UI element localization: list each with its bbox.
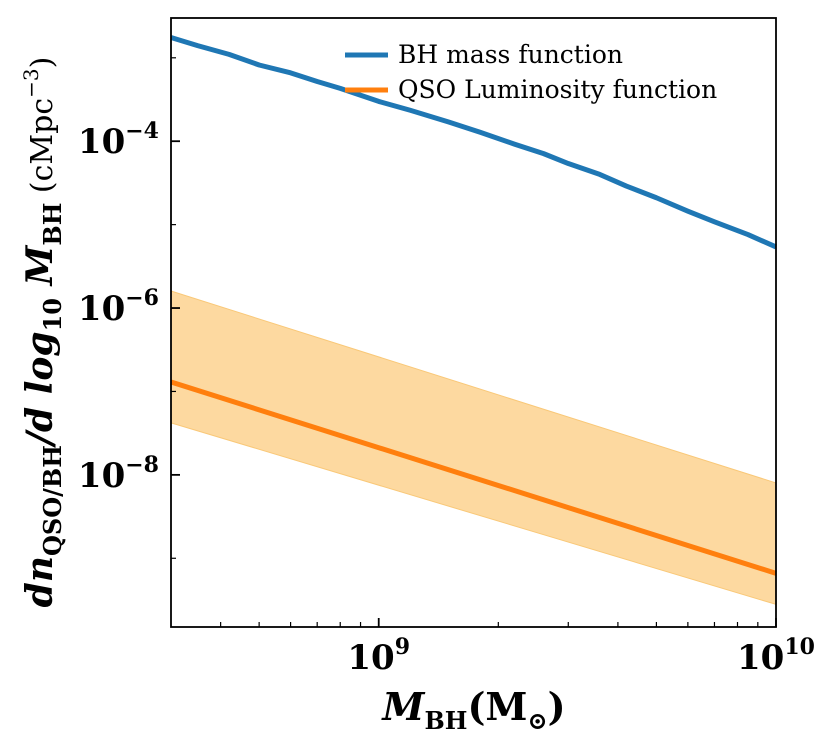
plot-area bbox=[170, 35, 778, 606]
legend: BH mass function QSO Luminosity function bbox=[345, 40, 717, 104]
y-axis-title-units: (cMpc bbox=[25, 98, 60, 203]
x-axis-title-rest: (M bbox=[467, 684, 527, 729]
x-tick-label: 1010 bbox=[737, 634, 815, 678]
x-axis-title: MBH(M⊙) bbox=[380, 684, 565, 735]
y-tick-label: 10−4 bbox=[78, 118, 159, 162]
y-tick-label: 10−8 bbox=[78, 452, 159, 496]
y-axis-title: dnQSO/BH/d log10 MBH (cMpc−3) bbox=[19, 57, 67, 608]
x-axis-title-m: M bbox=[380, 684, 425, 729]
y-axis-title-mid: /d log bbox=[19, 331, 61, 448]
y-axis-title-units-close: ) bbox=[25, 57, 60, 69]
x-axis-title-sun: ⊙ bbox=[528, 706, 548, 735]
y-axis-title-dn: dn bbox=[19, 556, 61, 607]
y-axis-title-units-exp: −3 bbox=[19, 68, 43, 97]
y-tick-label: 10−6 bbox=[78, 285, 159, 329]
x-tick-label: 109 bbox=[347, 634, 410, 678]
legend-label-bh-mass-function: BH mass function bbox=[398, 40, 623, 69]
plot-frame bbox=[170, 17, 777, 628]
legend-label-qso-luminosity-function: QSO Luminosity function bbox=[398, 75, 717, 104]
y-axis-title-sub2: 10 bbox=[38, 298, 67, 331]
qso-luminosity-uncertainty-band bbox=[170, 290, 777, 606]
y-axis-title-m: M bbox=[19, 244, 61, 298]
y-axis-title-sub: QSO/BH bbox=[38, 445, 67, 556]
series-line-qso-luminosity-function bbox=[170, 379, 777, 576]
y-axis-title-sub3: BH bbox=[38, 203, 67, 246]
x-axis-title-sub: BH bbox=[424, 706, 467, 735]
series-line-bh-mass-function bbox=[170, 35, 778, 250]
x-axis-title-close: ) bbox=[548, 684, 566, 729]
